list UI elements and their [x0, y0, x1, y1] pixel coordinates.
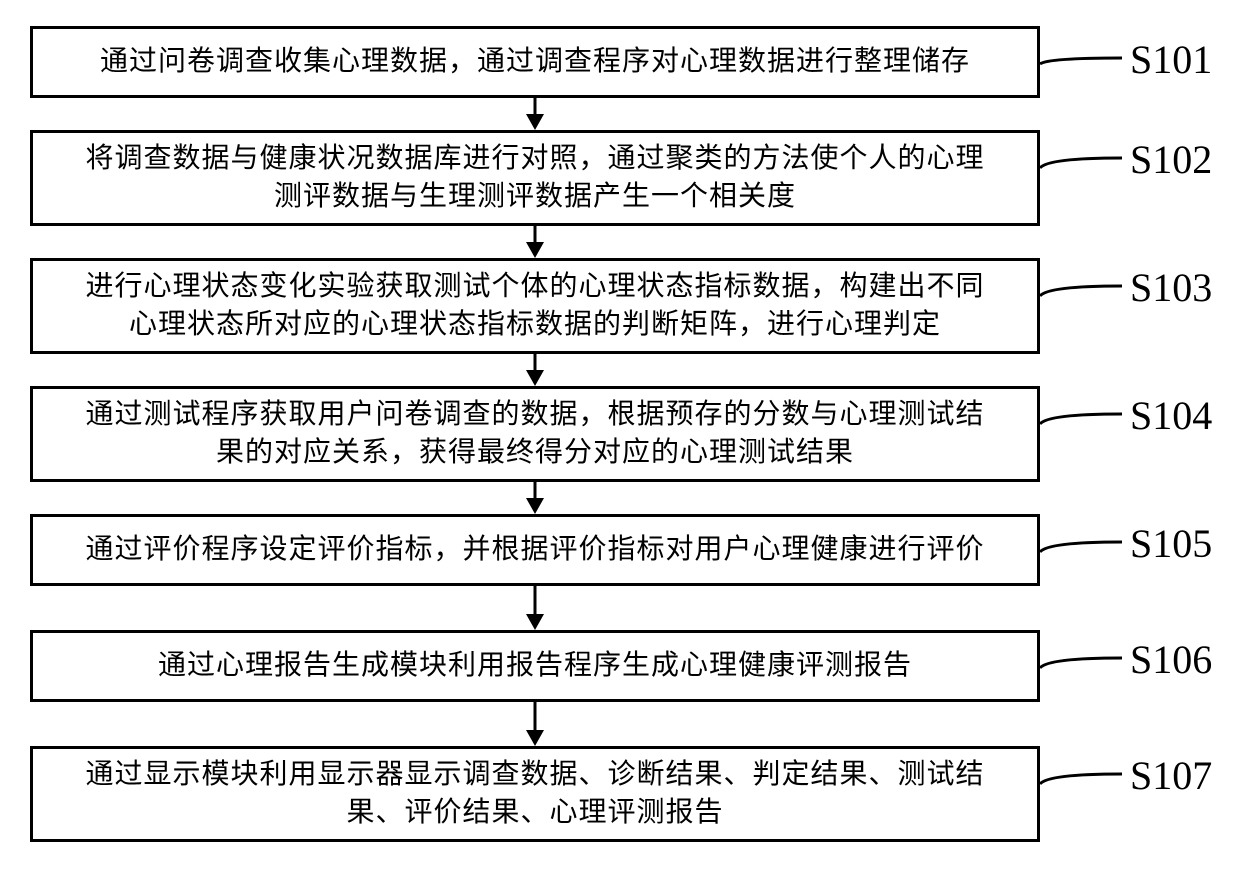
arrow-S106-S107: [517, 700, 553, 748]
label-connector-S107: [1036, 770, 1126, 788]
step-label-S104: S104: [1130, 392, 1212, 439]
step-box-S104: 通过测试程序获取用户问卷调查的数据，根据预存的分数与心理测试结 果的对应关系，获…: [30, 386, 1040, 482]
label-connector-S101: [1036, 54, 1126, 68]
arrow-S105-S106: [517, 584, 553, 632]
step-label-S106: S106: [1130, 636, 1212, 683]
label-connector-S106: [1036, 654, 1126, 672]
label-connector-S104: [1036, 410, 1126, 428]
step-label-S105: S105: [1130, 520, 1212, 567]
step-box-S105: 通过评价程序设定评价指标，并根据评价指标对用户心理健康进行评价: [30, 514, 1040, 586]
step-box-S107: 通过显示模块利用显示器显示调查数据、诊断结果、判定结果、测试结 果、评价结果、心…: [30, 746, 1040, 842]
flowchart-canvas: 通过问卷调查收集心理数据，通过调查程序对心理数据进行整理储存 S101 将调查数据与…: [0, 0, 1240, 895]
arrow-S104-S105: [517, 480, 553, 516]
step-box-S102: 将调查数据与健康状况数据库进行对照，通过聚类的方法使个人的心理 测评数据与生理测…: [30, 130, 1040, 226]
step-text-S102: 将调查数据与健康状况数据库进行对照，通过聚类的方法使个人的心理 测评数据与生理测…: [85, 140, 984, 216]
step-box-S101: 通过问卷调查收集心理数据，通过调查程序对心理数据进行整理储存: [30, 26, 1040, 98]
arrow-S102-S103: [517, 224, 553, 260]
step-box-S106: 通过心理报告生成模块利用报告程序生成心理健康评测报告: [30, 630, 1040, 702]
step-label-S101: S101: [1130, 36, 1212, 83]
step-label-S107: S107: [1130, 752, 1212, 799]
arrow-S103-S104: [517, 352, 553, 388]
step-text-S105: 通过评价程序设定评价指标，并根据评价指标对用户心理健康进行评价: [85, 531, 984, 569]
step-text-S101: 通过问卷调查收集心理数据，通过调查程序对心理数据进行整理储存: [100, 43, 970, 81]
step-text-S104: 通过测试程序获取用户问卷调查的数据，根据预存的分数与心理测试结 果的对应关系，获…: [85, 396, 984, 472]
step-box-S103: 进行心理状态变化实验获取测试个体的心理状态指标数据，构建出不同 心理状态所对应的…: [30, 258, 1040, 354]
step-label-S103: S103: [1130, 264, 1212, 311]
step-text-S107: 通过显示模块利用显示器显示调查数据、诊断结果、判定结果、测试结 果、评价结果、心…: [85, 756, 984, 832]
label-connector-S103: [1036, 282, 1126, 300]
label-connector-S105: [1036, 538, 1126, 556]
step-label-S102: S102: [1130, 136, 1212, 183]
label-connector-S102: [1036, 154, 1126, 172]
step-text-S103: 进行心理状态变化实验获取测试个体的心理状态指标数据，构建出不同 心理状态所对应的…: [85, 268, 984, 344]
step-text-S106: 通过心理报告生成模块利用报告程序生成心理健康评测报告: [158, 647, 912, 685]
arrow-S101-S102: [517, 96, 553, 132]
